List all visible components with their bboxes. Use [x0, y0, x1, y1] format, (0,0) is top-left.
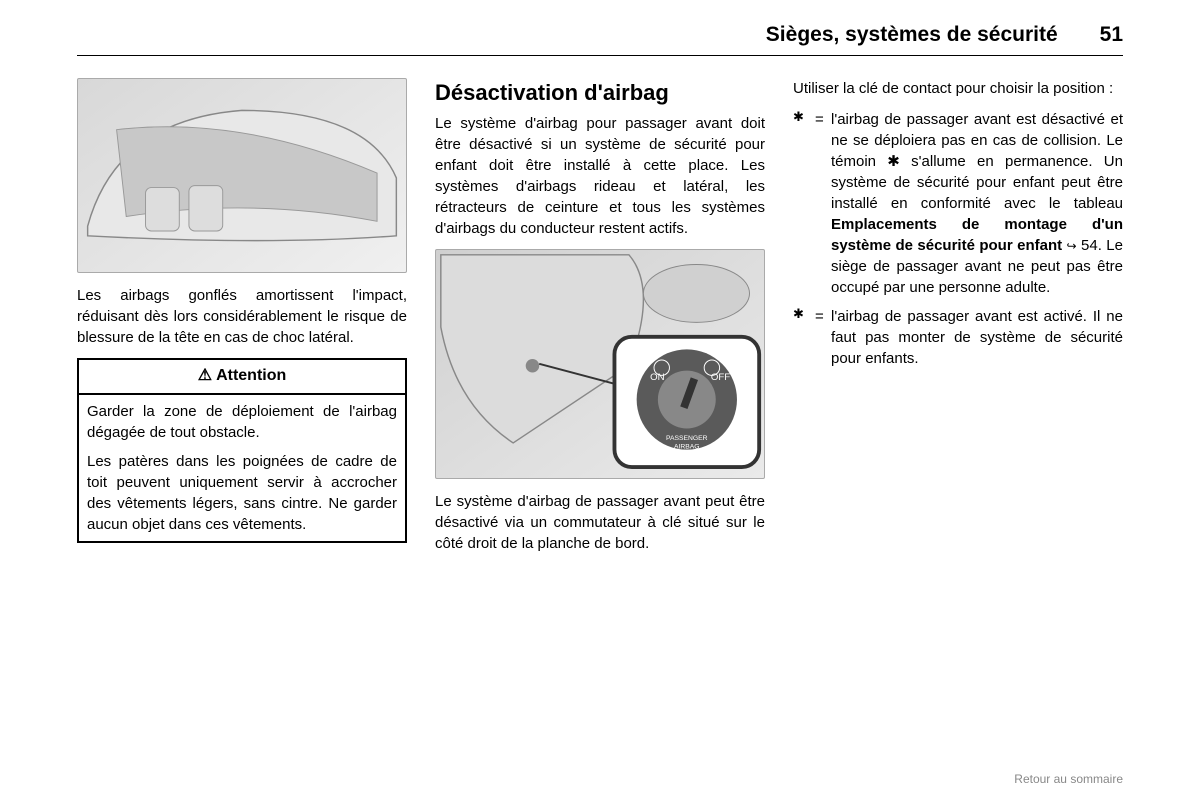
switch-passenger-label: PASSENGER	[666, 435, 708, 442]
column-1: Les airbags gonflés amortissent l'impact…	[77, 78, 407, 564]
column-2: Désactivation d'airbag Le système d'airb…	[435, 78, 765, 564]
attention-p2: Les patères dans les poignées de cadre d…	[87, 451, 397, 535]
page-ref-icon	[1067, 237, 1077, 254]
def-off-before: l'airbag de passager avant est désactivé…	[831, 111, 1123, 212]
def-on: l'airbag de passager avant est activé. I…	[831, 306, 1123, 369]
warning-icon	[198, 367, 216, 384]
attention-p1: Garder la zone de déploiement de l'airba…	[87, 401, 397, 443]
airbag-on-icon: ✱	[793, 306, 815, 369]
switch-off-label: OFF	[711, 372, 730, 383]
section-heading: Désactivation d'airbag	[435, 78, 765, 109]
definition-list: ✱ = l'airbag de passager avant est désac…	[793, 109, 1123, 369]
col2-p1: Le système d'airbag pour passager avant …	[435, 113, 765, 239]
attention-title-text: Attention	[216, 367, 286, 384]
def-off: l'airbag de passager avant est désactivé…	[831, 109, 1123, 298]
equals-sign: =	[815, 109, 831, 298]
attention-title: Attention	[79, 360, 405, 394]
switch-airbag-label: AIRBAG	[674, 444, 700, 451]
col1-paragraph: Les airbags gonflés amortissent l'impact…	[77, 285, 407, 348]
col3-intro: Utiliser la clé de contact pour choisir …	[793, 78, 1123, 99]
equals-sign-2: =	[815, 306, 831, 369]
page-number: 51	[1100, 20, 1123, 49]
def-off-ref: 54	[1077, 237, 1098, 254]
back-to-toc-link[interactable]: Retour au sommaire	[1014, 771, 1123, 788]
airbag-off-icon: ✱	[793, 109, 815, 298]
column-3: Utiliser la clé de contact pour choisir …	[793, 78, 1123, 564]
header-title: Sièges, systèmes de sécurité	[766, 20, 1058, 49]
col2-p2: Le système d'airbag de passager avant pe…	[435, 491, 765, 554]
airbag-curtain-illustration	[77, 78, 407, 273]
attention-box: Attention Garder la zone de déploiement …	[77, 358, 407, 542]
airbag-switch-illustration: ON OFF PASSENGER AIRBAG	[435, 249, 765, 479]
page-header: Sièges, systèmes de sécurité 51	[77, 20, 1123, 56]
